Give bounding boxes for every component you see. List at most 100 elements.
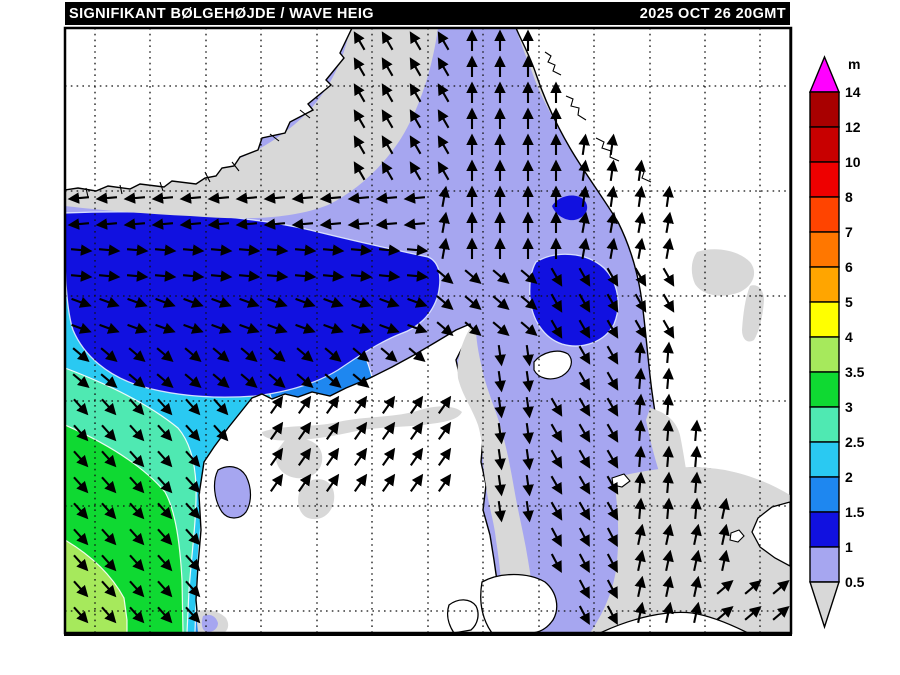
colorbar-over-arrow	[808, 55, 841, 93]
colorbar-tick-label: 4	[845, 329, 853, 345]
wave-arrow	[185, 450, 201, 468]
wave-arrow	[437, 447, 452, 466]
wave-arrow	[744, 579, 762, 595]
wave-arrow	[494, 370, 506, 393]
colorbar-tick-label: 3.5	[845, 364, 865, 380]
wave-arrow	[464, 295, 482, 311]
wave-arrow	[129, 398, 145, 416]
wave-arrow	[240, 347, 258, 363]
wave-arrow	[578, 293, 591, 313]
wave-arrow	[634, 471, 646, 494]
wave-arrow	[129, 450, 145, 468]
wave-arrow	[126, 244, 149, 256]
wave-arrow	[522, 396, 534, 419]
wave-arrow	[407, 322, 428, 334]
wave-arrow	[211, 322, 232, 334]
colorbar-tick-label: 1.5	[845, 504, 865, 520]
wave-arrow	[520, 295, 538, 311]
wave-arrow	[268, 373, 286, 389]
wave-arrow	[353, 83, 366, 103]
wave-arrow	[325, 473, 340, 492]
wave-arrow	[437, 135, 450, 155]
wave-arrow	[325, 421, 340, 440]
wave-arrow	[522, 422, 534, 445]
wave-arrow	[550, 449, 563, 469]
wave-direction-arrows	[67, 29, 790, 626]
wave-arrow	[101, 554, 117, 572]
wave-arrow	[157, 580, 173, 598]
wave-arrow	[494, 396, 506, 419]
colorbar-tick-label: 12	[845, 119, 861, 135]
latlon-grid	[66, 29, 790, 632]
wave-arrow	[437, 57, 450, 77]
wave-arrow	[606, 185, 618, 208]
wave-arrow	[634, 601, 646, 624]
wave-arrow	[323, 322, 344, 334]
wave-arrow	[294, 270, 317, 282]
wave-arrow	[129, 580, 145, 598]
wave-arrow	[73, 606, 89, 624]
region-archipelago-squiggle-3	[595, 137, 620, 162]
wave-arrow	[101, 502, 117, 520]
colorbar-segment	[809, 196, 840, 233]
wave-arrow	[319, 192, 342, 204]
wave-arrow	[185, 424, 201, 442]
wave-arrow	[129, 554, 145, 572]
wave-arrow	[550, 267, 563, 287]
colorbar-tick-label: 3	[845, 399, 853, 415]
wave-arrow	[95, 218, 118, 230]
wave-arrow	[522, 448, 534, 471]
wave-arrow	[70, 270, 93, 282]
wave-arrow	[690, 523, 702, 546]
wave-arrow	[438, 211, 450, 234]
wave-arrow	[406, 270, 429, 282]
wave-arrow	[99, 296, 120, 308]
wave-arrow	[70, 244, 93, 256]
wave-arrow	[73, 424, 89, 442]
wave-arrow	[550, 397, 563, 417]
wave-arrow	[73, 476, 89, 494]
wave-arrow	[409, 83, 422, 103]
wave-arrow	[381, 447, 396, 466]
wave-arrow	[157, 424, 173, 442]
wave-arrow	[437, 473, 452, 492]
wave-arrow	[634, 341, 646, 364]
wave-arrow	[662, 211, 674, 234]
wave-arrow	[522, 370, 534, 393]
colorbar-segment	[809, 161, 840, 198]
wave-arrow	[690, 575, 702, 598]
wave-arrow	[101, 580, 117, 598]
wave-arrow	[634, 211, 646, 234]
wave-arrow	[662, 445, 674, 468]
wave-arrow	[606, 605, 618, 626]
wave-arrow	[606, 397, 619, 417]
wave-arrow	[634, 367, 646, 390]
wave-arrow	[294, 244, 317, 256]
wave-arrow	[662, 471, 674, 494]
wave-arrow	[151, 192, 174, 204]
wave-arrow	[154, 244, 177, 256]
wave-arrow	[154, 270, 177, 282]
wave-arrow	[494, 500, 506, 523]
wave-arrow	[71, 296, 92, 308]
region-lake-vanern	[691, 249, 755, 296]
wave-arrow	[634, 497, 646, 520]
wave-arrow	[578, 501, 591, 521]
wave-arrow	[322, 244, 345, 256]
wave-arrow	[95, 192, 118, 204]
wave-arrow	[662, 319, 675, 339]
wave-arrow	[291, 218, 314, 230]
wave-arrow	[662, 367, 674, 390]
colorbar-segment	[809, 406, 840, 443]
colorbar-segment	[809, 231, 840, 268]
wave-arrow	[73, 502, 89, 520]
wave-arrow	[353, 395, 368, 414]
wave-arrow	[157, 450, 173, 468]
wave-arrow	[662, 185, 674, 208]
wave-arrow	[437, 31, 450, 51]
colorbar-segment	[809, 546, 840, 583]
wave-arrow	[494, 344, 506, 367]
wave-arrow	[213, 398, 229, 416]
colorbar-segment	[809, 371, 840, 408]
wave-arrow	[634, 159, 646, 182]
